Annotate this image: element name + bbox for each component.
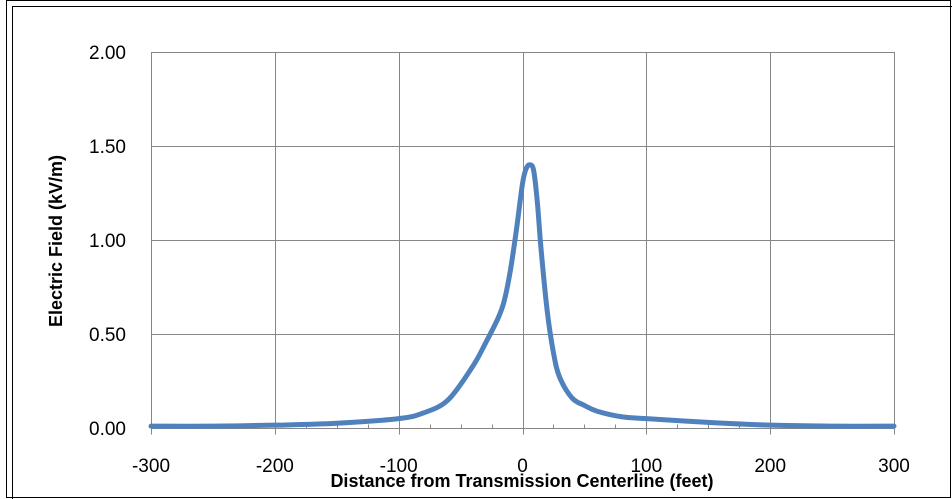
x-tick-label: 200	[754, 456, 786, 477]
x-tick-label: -200	[256, 456, 294, 477]
x-tick-label: 300	[878, 456, 910, 477]
y-tick-label: 2.00	[89, 43, 126, 64]
x-tick-label: -100	[380, 456, 418, 477]
y-tick-label: 0.00	[89, 419, 126, 440]
grid-layer	[151, 52, 895, 428]
y-axis-title: Electric Field (kV/m)	[46, 155, 66, 327]
y-tick-label: 1.00	[89, 231, 126, 252]
series-layer	[148, 162, 897, 429]
y-tick-label: 1.50	[89, 137, 126, 158]
x-axis-title: Distance from Transmission Centerline (f…	[330, 471, 713, 491]
label-layer: 0.00 0.50 1.00 1.50 2.00 -300 -200 -100 0 100 200 3…	[89, 43, 910, 477]
series-line	[148, 162, 897, 429]
outer-border	[6, 0, 951, 498]
x-tick-label: 100	[630, 456, 662, 477]
y-tick-label: 0.50	[89, 325, 126, 346]
x-tick-label: -300	[132, 456, 170, 477]
x-tick-label: 0	[517, 456, 528, 477]
